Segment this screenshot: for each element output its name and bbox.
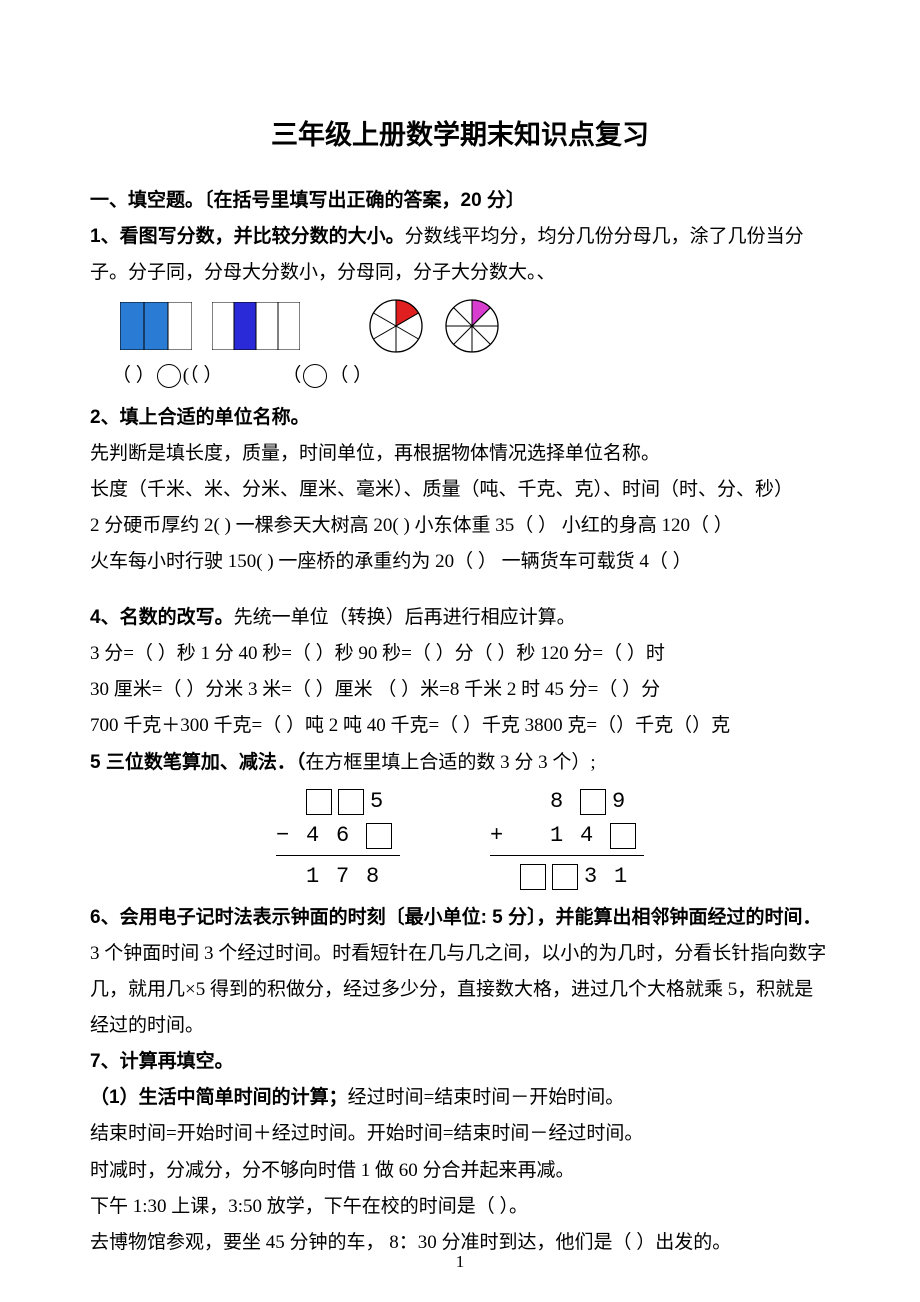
compare-a: （ ） (（ ） — [112, 358, 222, 394]
q5-label: 5 三位数笔算加、减法．（ — [90, 752, 305, 773]
compare-circle-icon — [157, 364, 181, 388]
section-1-heading: 一、填空题。〔在括号里填写出正确的答案，20 分〕 — [90, 183, 830, 219]
q2-line3: 2 分硬币厚约 2( ) 一棵参天大树高 20( ) 小东体重 35（ ） 小红… — [90, 508, 830, 544]
fraction-pie-a-icon — [368, 298, 424, 354]
q6-label: 6、会用电子记时法表示钟面的时刻〔最小单位: 5 分〕，并能算出相邻钟面经过的时… — [90, 907, 822, 928]
compare-circle-icon — [303, 364, 327, 388]
q4-line2: 30 厘米=（ ）分米 3 米=（ ）厘米 （ ）米=8 千米 2 时 45 分… — [90, 672, 830, 708]
arithmetic-row: 5 −46 178 89 + 14 31 — [90, 785, 830, 894]
q1-label: 1、看图写分数，并比较分数的大小。 — [90, 226, 405, 247]
arith-problem-1: 5 −46 178 — [276, 785, 400, 894]
q5-text: 在方框里填上合适的数 3 分 3 个）; — [305, 752, 595, 773]
q7-sub1-label: （1）生活中简单时间的计算； — [90, 1087, 348, 1108]
q1-figures — [120, 298, 830, 354]
fraction-rect-a-icon — [120, 302, 192, 350]
q7-line3: 时减时，分减分，分不够向时借 1 做 60 分合并起来再减。 — [90, 1153, 830, 1189]
q2-line2: 长度（千米、米、分米、厘米、毫米）、质量（吨、千克、克）、时间（时、分、秒） — [90, 472, 830, 508]
arith-problem-2: 89 + 14 31 — [490, 785, 644, 894]
q4-label: 4、名数的改写。 — [90, 607, 234, 628]
compare-b: （ （ ） — [282, 358, 372, 394]
q7-line4: 下午 1:30 上课，3:50 放学，下午在校的时间是（ ）。 — [90, 1189, 830, 1225]
q7-sub1-text: 经过时间=结束时间－开始时间。 — [348, 1087, 625, 1108]
page-title: 三年级上册数学期末知识点复习 — [90, 110, 830, 161]
q1-compare-row: （ ） (（ ） （ （ ） — [112, 358, 830, 394]
q2-line4: 火车每小时行驶 150( ) 一座桥的承重约为 20（ ） 一辆货车可载货 4（… — [90, 544, 830, 580]
q2-label: 2、填上合适的单位名称。 — [90, 400, 830, 436]
fraction-pie-b-icon — [444, 298, 500, 354]
q7-line2: 结束时间=开始时间＋经过时间。开始时间=结束时间－经过时间。 — [90, 1116, 830, 1152]
q6: 6、会用电子记时法表示钟面的时刻〔最小单位: 5 分〕，并能算出相邻钟面经过的时… — [90, 900, 830, 1044]
q1: 1、看图写分数，并比较分数的大小。分数线平均分，均分几份分母几，涂了几份当分子。… — [90, 219, 830, 291]
q4: 4、名数的改写。先统一单位（转换）后再进行相应计算。 — [90, 600, 830, 636]
q2-line1: 先判断是填长度，质量，时间单位，再根据物体情况选择单位名称。 — [90, 436, 830, 472]
q6-text: 3 个钟面时间 3 个经过时间。时看短针在几与几之间，以小的为几时，分看长针指向… — [90, 943, 826, 1036]
fraction-rect-b-icon — [212, 302, 300, 350]
document-page: 三年级上册数学期末知识点复习 一、填空题。〔在括号里填写出正确的答案，20 分〕… — [0, 0, 920, 1302]
page-number: 1 — [0, 1246, 920, 1278]
q4-text: 先统一单位（转换）后再进行相应计算。 — [234, 607, 576, 628]
q7-label: 7、计算再填空。 — [90, 1044, 830, 1080]
q4-line1: 3 分=（ ）秒 1 分 40 秒=（ ）秒 90 秒=（ ）分（ ）秒 120… — [90, 636, 830, 672]
q7-sub1: （1）生活中简单时间的计算；经过时间=结束时间－开始时间。 — [90, 1080, 830, 1116]
q4-line3: 700 千克＋300 千克=（ ）吨 2 吨 40 千克=（ ）千克 3800 … — [90, 708, 830, 744]
q5: 5 三位数笔算加、减法．（在方框里填上合适的数 3 分 3 个）; — [90, 745, 830, 781]
